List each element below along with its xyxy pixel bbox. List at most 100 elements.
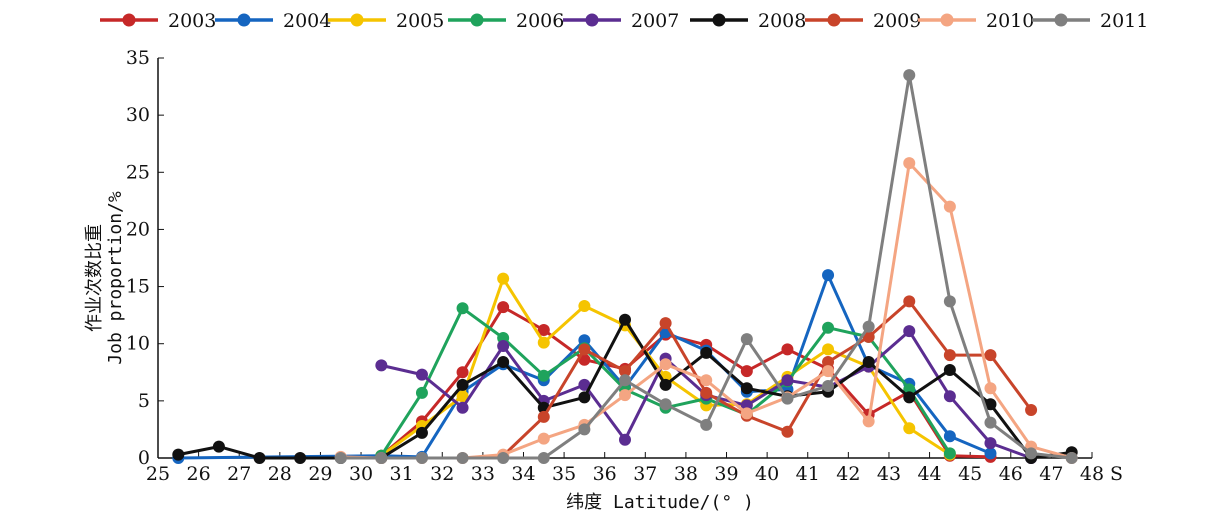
data-point-2007: [943, 390, 956, 403]
x-tick-label: 33: [471, 463, 495, 485]
data-point-2010: [537, 432, 550, 445]
data-point-2008: [497, 356, 510, 368]
legend-item-2007: 2007: [563, 10, 679, 32]
series-2011: [334, 69, 1078, 464]
x-tick-label: 27: [227, 463, 251, 485]
y-tick-label: 25: [126, 161, 150, 183]
data-point-2009: [700, 386, 713, 399]
y-tick-label: 10: [126, 333, 150, 355]
x-tick-label: 39: [714, 463, 738, 485]
data-point-2011: [659, 398, 672, 411]
legend-marker: [122, 13, 136, 27]
x-tick-label: 47: [1039, 463, 1063, 485]
data-point-2008: [212, 440, 225, 453]
data-point-2011: [578, 423, 591, 436]
data-point-2011: [822, 380, 835, 392]
y-tick-label: 15: [126, 276, 150, 298]
data-point-2010: [659, 358, 672, 371]
legend-marker: [940, 13, 954, 27]
data-point-2009: [862, 330, 875, 343]
series-line-2009: [502, 299, 1033, 457]
data-point-2010: [903, 157, 916, 170]
data-point-2010: [700, 374, 713, 387]
x-tick-label: 42: [836, 463, 860, 485]
y-tick-label: 0: [138, 447, 150, 469]
x-tick-label: 35: [552, 463, 576, 485]
data-point-2008: [700, 346, 713, 359]
data-point-2010: [984, 382, 997, 395]
data-point-2007: [903, 325, 916, 338]
x-tick-label: 28: [268, 463, 292, 485]
data-point-2011: [700, 418, 713, 431]
data-point-2004: [943, 430, 956, 443]
legend-item-2011: 2011: [1032, 10, 1148, 32]
data-point-2009: [984, 349, 997, 362]
legend-item-2005: 2005: [328, 10, 444, 32]
x-tick-label: 34: [511, 463, 535, 485]
data-point-2009: [822, 356, 835, 368]
data-point-2004: [984, 447, 997, 460]
data-point-2009: [903, 295, 916, 308]
data-point-2011: [740, 333, 753, 346]
data-point-2009: [781, 425, 794, 438]
data-point-2007: [497, 340, 510, 352]
data-point-2011: [862, 320, 875, 333]
data-point-2007: [578, 378, 591, 391]
data-point-2008: [984, 398, 997, 411]
x-tick-label: 46: [999, 463, 1023, 485]
x-tick-label: 48: [1080, 463, 1104, 485]
data-point-2010: [862, 415, 875, 428]
data-point-2008: [862, 356, 875, 368]
data-point-2011: [1025, 447, 1038, 460]
legend-label: 2006: [516, 10, 564, 32]
legend: 2003 2004 2005 2006 2007 2008 2009 2010 2011: [100, 10, 1148, 32]
data-point-2003: [740, 365, 753, 378]
data-point-2005: [456, 390, 469, 403]
y-tick-label: 35: [126, 47, 150, 69]
data-point-2008: [619, 313, 631, 326]
data-point-2011: [903, 69, 916, 82]
data-point-2011: [1065, 452, 1078, 464]
legend-marker: [350, 13, 364, 27]
legend-marker: [237, 13, 251, 27]
data-point-2009: [1025, 404, 1038, 416]
data-point-2003: [537, 324, 550, 336]
data-point-2011: [456, 452, 469, 464]
legend-marker: [585, 13, 599, 27]
data-point-2009: [537, 410, 550, 423]
data-point-2003: [497, 301, 510, 314]
data-point-2008: [415, 426, 428, 439]
plot-area: [172, 69, 1078, 464]
data-point-2011: [537, 452, 550, 464]
data-point-2011: [334, 452, 347, 464]
data-point-2011: [497, 452, 510, 464]
x-tick-label: 29: [308, 463, 332, 485]
y-axis-title-cn: 作业次数比重: [84, 224, 105, 332]
data-point-2008: [740, 382, 753, 395]
x-tick-label: 36: [593, 463, 617, 485]
data-point-2010: [619, 389, 631, 402]
data-point-2003: [781, 343, 794, 356]
data-point-2011: [415, 452, 428, 464]
legend-label: 2009: [873, 10, 921, 32]
x-tick-label: 32: [430, 463, 454, 485]
data-point-2009: [943, 349, 956, 362]
data-point-2005: [822, 343, 835, 356]
legend-item-2010: 2010: [918, 10, 1034, 32]
data-point-2011: [781, 392, 794, 405]
data-point-2006: [943, 447, 956, 460]
legend-marker: [827, 13, 841, 27]
data-point-2008: [659, 378, 672, 391]
data-point-2008: [172, 448, 185, 461]
data-point-2007: [415, 368, 428, 381]
data-point-2007: [456, 401, 469, 414]
data-point-2006: [822, 321, 835, 334]
data-point-2011: [375, 452, 388, 464]
legend-label: 2010: [986, 10, 1034, 32]
data-point-2007: [781, 374, 794, 387]
legend-item-2004: 2004: [215, 10, 331, 32]
data-point-2005: [903, 422, 916, 435]
data-point-2004: [822, 269, 835, 282]
x-tick-label: 45: [958, 463, 982, 485]
